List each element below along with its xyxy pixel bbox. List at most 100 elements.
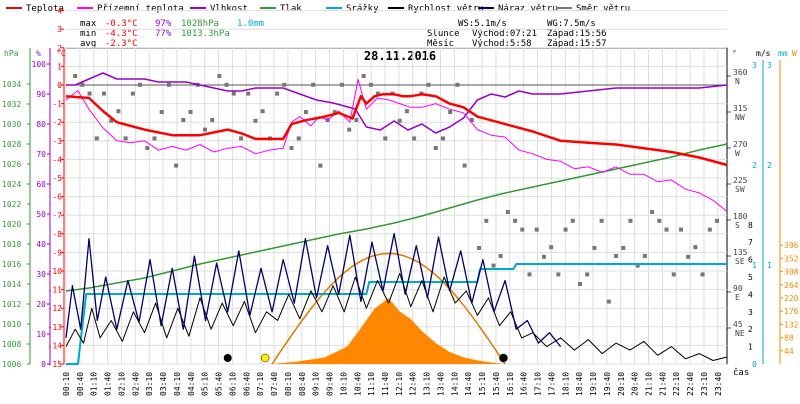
tick-label-temp-6: -2 xyxy=(52,118,62,127)
stat-press-0: 1028hPa xyxy=(181,19,219,29)
tick-label-x-42: 21:10 xyxy=(645,372,654,396)
dir-mark-89 xyxy=(715,218,720,223)
dir-mark-43 xyxy=(383,136,388,141)
dir-mark-87 xyxy=(700,272,705,277)
tick-label-pressure-8: 1022 xyxy=(2,200,21,209)
legend-label-6: Náraz větru xyxy=(498,4,558,14)
legend-label-3: Tlak xyxy=(280,4,302,14)
dir-mark-63 xyxy=(527,272,532,277)
series-tlak xyxy=(65,143,728,292)
tick-label-dir-2: 270 xyxy=(733,140,748,149)
tick-label-humidity-9: 90 xyxy=(36,90,46,99)
dir-mark-61 xyxy=(513,218,518,223)
series-n-raz-v-tru xyxy=(65,232,562,348)
dir-mark-9 xyxy=(138,82,143,87)
tick-label-x-16: 08:10 xyxy=(284,372,293,396)
tick-label-temp-5: -1 xyxy=(52,100,62,109)
tick-label-x-6: 03:10 xyxy=(145,372,154,396)
dir-mark-5 xyxy=(109,118,114,123)
dir-mark-34 xyxy=(318,163,323,168)
tick-label-x-13: 06:40 xyxy=(242,372,251,396)
tick-label-wind-8: 8 xyxy=(748,221,753,230)
tick-label-humidity-10: 100 xyxy=(32,60,47,69)
tick-label-humidity-6: 60 xyxy=(36,180,46,189)
info-ws: WS:5.1m/s xyxy=(458,19,507,29)
tick-label-solar-8: 352 xyxy=(784,254,799,263)
tick-label-temp-10: -6 xyxy=(52,193,62,202)
tick-label-x-39: 19:40 xyxy=(603,372,612,396)
stat-temp-2: -2.3°C xyxy=(105,39,138,49)
tick-label-dir-4: 180 xyxy=(733,212,748,221)
dir-mark-39 xyxy=(354,118,359,122)
tick-label-x-11: 05:40 xyxy=(215,372,224,396)
info-sunset: Západ:15:56 xyxy=(547,29,607,39)
tick-label-pressure-6: 1018 xyxy=(2,240,21,249)
dir-mark-26 xyxy=(260,109,265,114)
dir-mark-24 xyxy=(246,91,251,96)
axes: 1006100810101012101410161018102010221024… xyxy=(2,7,799,396)
tick-compass-dir-7: NE xyxy=(735,329,745,338)
tick-compass-dir-2: W xyxy=(735,149,740,158)
tick-label-x-7: 03:40 xyxy=(159,372,168,396)
dir-mark-1 xyxy=(80,82,85,87)
tick-label-pressure-2: 1010 xyxy=(2,320,21,329)
tick-label-solar-5: 220 xyxy=(784,294,799,303)
tick-label-temp-4: 0 xyxy=(57,81,62,90)
tick-label-temp-15: -11 xyxy=(48,286,63,295)
info-moon-label: Měsíc xyxy=(427,39,454,49)
stat-label-2: avg xyxy=(80,39,96,49)
tick-label-temp-16: -12 xyxy=(48,304,63,313)
tick-label-x-0: 00:10 xyxy=(62,372,71,396)
dir-mark-23 xyxy=(239,136,244,141)
tick-label-dir-5: 135 xyxy=(733,248,748,257)
tick-label-solar-3: 132 xyxy=(784,320,799,329)
tick-label-pressure-4: 1014 xyxy=(2,280,21,289)
dir-mark-7 xyxy=(123,136,128,141)
dir-mark-64 xyxy=(534,227,539,232)
series-teplota xyxy=(65,93,728,167)
tick-label-x-40: 20:10 xyxy=(617,372,626,396)
tick-label-temp-18: -14 xyxy=(48,341,63,350)
dir-mark-18 xyxy=(202,127,207,132)
tick-label-x-35: 17:40 xyxy=(547,372,556,396)
moonset-icon xyxy=(499,354,508,362)
plot-area xyxy=(65,72,728,365)
dir-mark-79 xyxy=(642,254,647,258)
tick-label-wind-6: 6 xyxy=(748,256,753,265)
dir-mark-16 xyxy=(188,110,193,114)
tick-label-humidity-2: 20 xyxy=(36,300,46,309)
tick-label-x-15: 07:40 xyxy=(270,372,279,396)
dir-mark-56 xyxy=(477,246,482,250)
sunrise-icon xyxy=(260,353,270,363)
dir-mark-51 xyxy=(440,136,445,141)
tick-label-x-31: 15:40 xyxy=(492,372,501,396)
tick-label-pressure-13: 1032 xyxy=(2,100,21,109)
tick-label-temp-12: -8 xyxy=(52,230,62,239)
legend-label-2: Vlhkost xyxy=(210,4,248,14)
tick-label-x-20: 10:10 xyxy=(339,372,348,396)
dir-mark-30 xyxy=(289,146,294,150)
tick-label-solar-4: 176 xyxy=(784,307,799,316)
dir-mark-36 xyxy=(332,110,337,114)
tick-label-pressure-3: 1012 xyxy=(2,300,21,309)
dir-mark-50 xyxy=(433,146,438,150)
tick-label-x-1: 00:40 xyxy=(76,372,85,396)
tick-label-x-5: 02:40 xyxy=(131,372,140,396)
dir-mark-54 xyxy=(462,163,467,168)
tick-label-temp-2: 2 xyxy=(57,44,62,53)
dir-mark-4 xyxy=(102,91,107,96)
tick-label-x-8: 04:10 xyxy=(173,372,182,396)
tick-label-x-2: 01:10 xyxy=(90,372,99,396)
dir-mark-19 xyxy=(210,118,215,122)
legend-label-5: Rychlost větru xyxy=(408,4,484,14)
tick-label-x-4: 02:10 xyxy=(117,372,126,396)
stat-temp-0: -0.3°C xyxy=(105,19,138,29)
stat-label-0: max xyxy=(80,19,97,29)
tick-label-x-12: 06:10 xyxy=(228,372,237,396)
dir-mark-22 xyxy=(231,91,236,96)
tick-label-rain-1: 2 xyxy=(767,161,772,170)
tick-label-humidity-3: 30 xyxy=(36,270,46,279)
tick-label-pressure-12: 1030 xyxy=(2,120,21,129)
tick-label-pressure-14: 1034 xyxy=(2,80,21,89)
